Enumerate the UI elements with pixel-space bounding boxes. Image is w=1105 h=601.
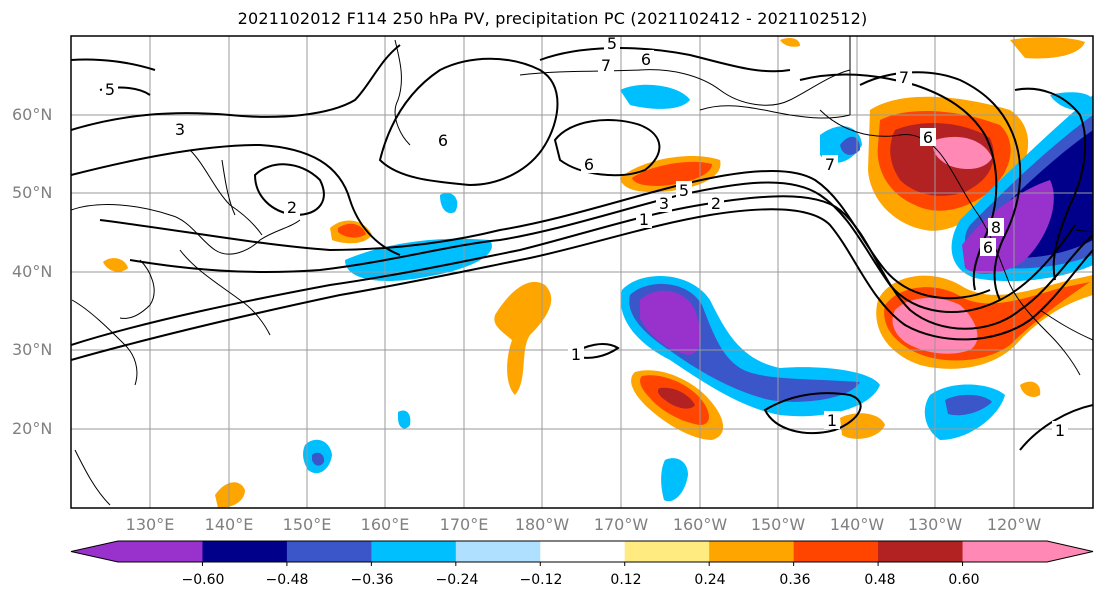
colorbar-segment: [962, 541, 1048, 562]
colorbar-segment: [118, 541, 203, 562]
colorbar-extend-high: [1047, 541, 1093, 562]
contour-label: 6: [584, 155, 594, 174]
lat-label: 20°N: [12, 419, 53, 438]
colorbar-tick-label: −0.12: [519, 572, 563, 588]
lon-label: 150°W: [750, 515, 806, 534]
lat-label: 40°N: [12, 262, 53, 281]
colorbar-extend-low: [71, 541, 118, 562]
colorbar-tick-label: 0.60: [948, 572, 980, 588]
colorbar-segment: [709, 541, 795, 562]
contour-label-bg: [102, 36, 1068, 439]
lon-label: 160°W: [672, 515, 728, 534]
colorbar-tick-label: −0.60: [181, 572, 225, 588]
map-frame: [70, 35, 1094, 509]
contour-label: 1: [639, 210, 649, 229]
contour-label: 5: [105, 80, 115, 99]
contour-label: 5: [679, 181, 689, 200]
colorbar-segment: [624, 541, 710, 562]
colorbar: [70, 540, 1094, 566]
contour-label: 5: [607, 34, 617, 53]
colorbar-segment: [793, 541, 879, 562]
lon-label: 170°W: [593, 515, 649, 534]
lon-label: 150°E: [282, 515, 332, 534]
gridlines: [71, 36, 1093, 508]
contour-label: 6: [438, 131, 448, 150]
colorbar-segment: [371, 541, 457, 562]
contour-label: 2: [711, 194, 721, 213]
lon-label: 130°W: [907, 515, 963, 534]
colorbar-outline: [70, 540, 1094, 563]
contour-label: 8: [991, 218, 1001, 237]
contour-label: 6: [641, 50, 651, 69]
colorbar-segment: [878, 541, 964, 562]
contour-label: 6: [983, 238, 993, 257]
lat-label: 50°N: [12, 183, 53, 202]
contour-label: 2: [287, 198, 297, 217]
contour-label: 7: [825, 155, 835, 174]
contour-label: 1: [571, 345, 581, 364]
colorbar-segment: [202, 541, 288, 562]
colorbar-tick-label: −0.24: [435, 572, 479, 588]
contour-label: 3: [659, 194, 669, 213]
contour-label: 3: [175, 120, 185, 139]
contour-label: 7: [601, 56, 611, 75]
lat-label: 60°N: [12, 105, 53, 124]
lat-label: 30°N: [12, 340, 53, 359]
plot-title: 2021102012 F114 250 hPa PV, precipitatio…: [237, 9, 868, 28]
lon-label: 120°W: [986, 515, 1042, 534]
lon-label: 140°E: [204, 515, 254, 534]
colorbar-tick-label: −0.48: [265, 572, 309, 588]
lon-label: 130°E: [125, 515, 175, 534]
lon-label: 180°W: [514, 515, 570, 534]
colorbar-tick-label: −0.36: [350, 572, 394, 588]
contour-label: 1: [1055, 421, 1065, 440]
colorbar-tick-label: 0.48: [864, 572, 896, 588]
colorbar-tick-label: 0.36: [779, 572, 811, 588]
contour-label: 6: [923, 128, 933, 147]
colorbar-segment: [286, 541, 372, 562]
contour-label: 1: [827, 411, 837, 430]
colorbar-segment: [455, 541, 541, 562]
lon-label: 170°E: [439, 515, 489, 534]
lon-label: 160°E: [360, 515, 410, 534]
lon-label: 140°W: [829, 515, 885, 534]
colorbar-segment: [540, 541, 626, 562]
contour-label: 7: [899, 68, 909, 87]
colorbar-tick-label: 0.12: [610, 572, 642, 588]
colorbar-tick-label: 0.24: [694, 572, 726, 588]
